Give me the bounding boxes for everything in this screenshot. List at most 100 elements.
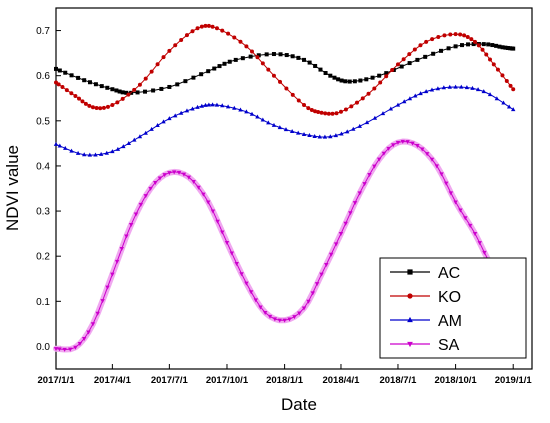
data-point-am [149, 126, 154, 131]
data-point-sa [472, 232, 478, 237]
data-point-sa [381, 151, 387, 156]
data-point-sa [95, 311, 100, 316]
data-point-sa [253, 298, 258, 303]
data-point-ko [184, 33, 189, 38]
data-point-ko [238, 39, 243, 44]
data-point-ko [266, 67, 271, 72]
data-point-ac [343, 79, 348, 84]
data-point-sa [181, 172, 187, 177]
data-point-ac [264, 52, 269, 57]
data-point-ac [183, 79, 188, 84]
data-point-ko [508, 83, 513, 88]
data-point-sa [348, 211, 353, 216]
data-point-am [210, 102, 215, 107]
data-point-ac [233, 57, 238, 62]
data-point-sa [357, 191, 362, 196]
data-point-am [255, 114, 260, 119]
data-point-sa [114, 259, 120, 264]
data-point-am [184, 108, 190, 113]
data-point-sa [162, 173, 167, 178]
data-point-am [423, 89, 429, 94]
data-point-am [260, 117, 266, 122]
data-point-am [214, 102, 220, 107]
data-point-ko [206, 23, 211, 28]
data-point-ko [453, 32, 458, 37]
data-point-ac [222, 61, 227, 66]
data-point-am [93, 152, 98, 157]
data-point-ko [87, 103, 92, 108]
data-point-sa [333, 242, 339, 247]
data-point-sa [338, 232, 344, 237]
data-point-sa [310, 291, 315, 296]
legend: AC KO AM SA [379, 257, 527, 359]
x-tick-label: 2017/7/1 [151, 375, 189, 386]
data-point-sa [443, 181, 449, 186]
data-point-ac [271, 52, 276, 57]
data-point-sa [77, 342, 83, 347]
data-point-ko [90, 105, 95, 110]
data-point-ko [105, 104, 110, 109]
data-point-ac [399, 64, 404, 69]
data-point-ac [505, 45, 510, 50]
data-point-ko [338, 109, 343, 114]
data-point-ac [159, 86, 164, 91]
data-point-am [447, 84, 452, 89]
data-point-ko [60, 85, 65, 90]
data-point-sa [176, 170, 182, 175]
data-point-ko [271, 73, 276, 78]
data-point-am [289, 129, 295, 134]
data-point-am [418, 91, 423, 96]
data-point-am [413, 93, 418, 98]
data-point-ko [110, 103, 115, 108]
data-point-am [53, 141, 59, 146]
data-point-sa [110, 272, 115, 277]
data-point-ko [101, 105, 106, 110]
data-point-am [104, 150, 109, 155]
data-point-am [195, 104, 200, 109]
data-point-am [137, 134, 143, 139]
data-point-ko [94, 105, 99, 110]
data-point-am [506, 104, 512, 109]
data-point-am [402, 99, 407, 104]
data-point-ac [206, 69, 211, 74]
data-point-ko [83, 101, 88, 106]
data-point-sa [196, 185, 201, 190]
data-point-sa [205, 200, 211, 205]
data-point-ko [255, 55, 260, 60]
data-point-ko [378, 80, 383, 85]
data-point-am [238, 107, 243, 112]
data-point-am [453, 84, 458, 89]
data-point-ac [217, 64, 222, 69]
data-point-ac [384, 71, 389, 76]
data-point-ko [484, 52, 489, 57]
data-point-am [501, 100, 506, 105]
data-point-sa [81, 337, 87, 342]
data-point-am [121, 144, 126, 149]
data-point-am [115, 146, 121, 151]
data-point-ac [82, 78, 87, 83]
data-point-ko [349, 104, 354, 109]
data-point-sa [429, 157, 435, 162]
legend-swatch-marker [407, 269, 413, 275]
plot-frame [55, 7, 533, 370]
data-point-am [283, 127, 289, 132]
y-tick-label: 0.7 [36, 26, 50, 37]
data-point-ac [332, 75, 337, 80]
data-point-ac [240, 56, 245, 61]
data-point-am [266, 120, 271, 125]
data-point-ko [296, 98, 301, 103]
data-point-ko [214, 26, 219, 31]
data-point-sa [372, 164, 377, 169]
data-point-am [511, 107, 516, 112]
data-point-ac [296, 55, 301, 60]
data-point-am [388, 106, 394, 111]
data-point-ac [313, 63, 318, 68]
data-point-sa [128, 223, 134, 227]
data-point-ac [143, 89, 148, 94]
data-point-sa [410, 141, 415, 146]
data-point-sa [415, 144, 420, 149]
data-point-ac [407, 61, 412, 66]
data-point-sa [119, 246, 124, 251]
data-point-ac [490, 43, 495, 48]
data-point-ac [307, 60, 312, 65]
